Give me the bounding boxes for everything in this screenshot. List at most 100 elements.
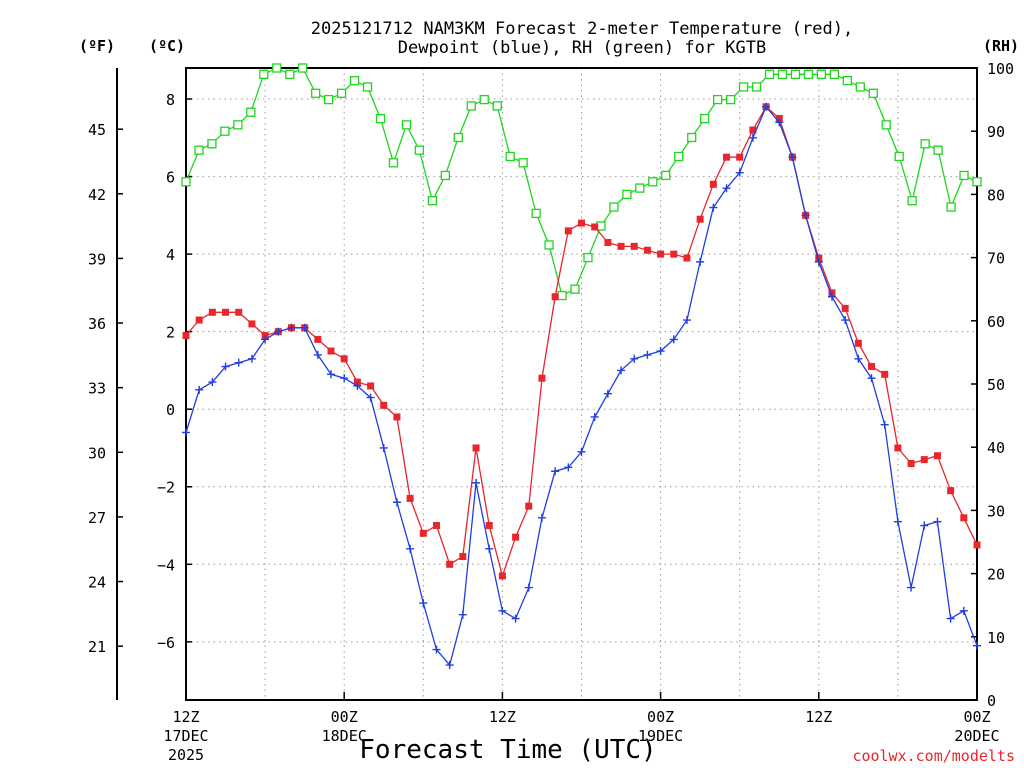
rh-tick-label: 60 bbox=[987, 313, 1005, 331]
data-point bbox=[349, 75, 360, 86]
data-point bbox=[816, 69, 827, 79]
data-point bbox=[736, 153, 744, 161]
data-point bbox=[920, 456, 928, 464]
data-point bbox=[920, 521, 929, 530]
fahrenheit-tick-label: 27 bbox=[88, 509, 106, 527]
data-point bbox=[353, 381, 362, 390]
data-point bbox=[362, 82, 373, 92]
credit-link[interactable]: coolwx.com/modelts bbox=[852, 747, 1015, 765]
data-point bbox=[525, 502, 533, 510]
data-point bbox=[868, 363, 876, 371]
celsius-axis: 8 6 4 2 0 −2 −4 −6 bbox=[157, 91, 192, 652]
series-rh bbox=[181, 63, 982, 301]
data-point bbox=[537, 513, 546, 522]
data-point bbox=[893, 517, 902, 526]
data-point bbox=[458, 610, 467, 619]
data-point bbox=[609, 202, 619, 212]
data-point bbox=[518, 158, 528, 168]
data-point bbox=[221, 362, 230, 371]
data-point bbox=[531, 208, 541, 219]
data-point bbox=[195, 385, 204, 394]
data-point bbox=[233, 120, 243, 130]
data-point bbox=[682, 316, 691, 325]
data-point bbox=[604, 238, 612, 246]
data-point bbox=[947, 487, 955, 495]
data-point bbox=[590, 412, 599, 421]
data-point bbox=[340, 355, 348, 363]
data-point bbox=[466, 101, 476, 111]
data-point bbox=[960, 514, 968, 522]
data-point bbox=[709, 180, 717, 188]
data-point bbox=[603, 389, 612, 398]
data-point bbox=[557, 290, 567, 301]
unit-label-celsius: (ºC) bbox=[149, 37, 185, 55]
data-point bbox=[498, 572, 506, 580]
data-point bbox=[505, 151, 515, 162]
data-point bbox=[406, 544, 415, 553]
time-tick-label: 12Z bbox=[489, 708, 516, 726]
fahrenheit-tick-label: 24 bbox=[88, 574, 106, 592]
data-point bbox=[298, 63, 308, 73]
chart-title-line2: Dewpoint (blue), RH (green) for KGTB bbox=[398, 38, 766, 58]
data-point bbox=[669, 335, 678, 344]
data-point bbox=[788, 153, 797, 162]
rh-tick-label: 0 bbox=[987, 692, 996, 710]
data-point bbox=[388, 158, 399, 168]
x-axis-label: Forecast Time (UTC) bbox=[359, 735, 656, 765]
data-point bbox=[570, 284, 580, 294]
data-point bbox=[881, 370, 889, 378]
chart-title: 2025121712 NAM3KM Forecast 2-meter Tempe… bbox=[311, 19, 853, 39]
data-point bbox=[617, 242, 625, 250]
data-point bbox=[327, 347, 335, 355]
data-point bbox=[261, 335, 270, 344]
data-point bbox=[414, 145, 425, 155]
data-point bbox=[234, 358, 243, 367]
fahrenheit-tick-label: 30 bbox=[88, 444, 106, 462]
data-point bbox=[259, 69, 269, 79]
data-point bbox=[622, 189, 632, 200]
data-point bbox=[842, 75, 852, 86]
data-point bbox=[920, 139, 930, 149]
data-point bbox=[735, 168, 744, 177]
data-point bbox=[648, 177, 658, 187]
data-point bbox=[946, 202, 956, 212]
data-point bbox=[617, 366, 626, 375]
fahrenheit-tick-label: 21 bbox=[88, 638, 106, 656]
data-point bbox=[182, 332, 190, 340]
data-point bbox=[544, 240, 554, 250]
data-point bbox=[643, 246, 651, 254]
data-point bbox=[696, 215, 704, 223]
data-point bbox=[696, 257, 705, 266]
data-point bbox=[591, 223, 599, 231]
data-point bbox=[195, 316, 203, 324]
data-point bbox=[907, 459, 915, 467]
fahrenheit-tick-label: 36 bbox=[88, 315, 106, 333]
data-point bbox=[577, 447, 586, 456]
data-point bbox=[973, 641, 981, 650]
data-point bbox=[564, 463, 573, 472]
data-point bbox=[687, 132, 697, 143]
data-point bbox=[854, 339, 862, 347]
data-point bbox=[247, 354, 256, 363]
time-tick-date: 17DEC bbox=[163, 727, 208, 745]
celsius-tick-label: −6 bbox=[157, 634, 175, 652]
data-point bbox=[841, 316, 850, 325]
unit-label-fahrenheit: (ºF) bbox=[79, 37, 115, 55]
data-point bbox=[722, 184, 731, 193]
data-point bbox=[340, 374, 349, 383]
fahrenheit-tick-label: 39 bbox=[88, 250, 106, 268]
data-point bbox=[751, 82, 762, 92]
data-point bbox=[313, 350, 322, 359]
data-point bbox=[427, 196, 438, 206]
data-point bbox=[432, 522, 440, 530]
data-point bbox=[801, 211, 810, 220]
data-point bbox=[959, 170, 969, 181]
data-point bbox=[867, 374, 876, 383]
data-point bbox=[683, 254, 691, 262]
data-point bbox=[366, 393, 375, 402]
data-point bbox=[933, 452, 941, 460]
data-point bbox=[973, 541, 981, 549]
data-point bbox=[775, 118, 784, 127]
